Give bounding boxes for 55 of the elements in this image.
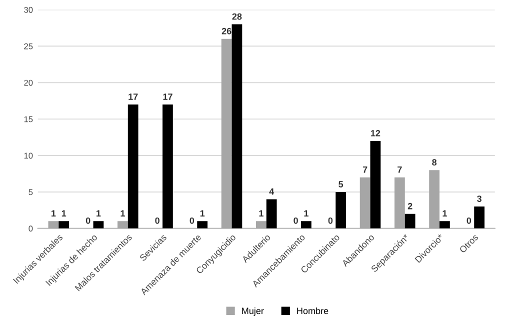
data-label: 0	[328, 217, 333, 224]
bar	[301, 221, 312, 228]
bar	[232, 24, 242, 228]
bar	[266, 199, 277, 228]
y-tick-label: 15	[24, 116, 33, 122]
data-label: 0	[86, 217, 90, 224]
data-label: 1	[52, 210, 56, 216]
data-label: 1	[259, 210, 264, 216]
bar	[221, 38, 232, 228]
bar	[440, 221, 450, 228]
bar	[394, 177, 405, 228]
bar	[128, 104, 138, 228]
y-tick-label: 25	[24, 43, 33, 50]
y-tick-label: 0	[28, 226, 33, 232]
data-label: 26	[222, 28, 232, 34]
data-label: 0	[155, 217, 160, 224]
y-tick-label: 10	[24, 152, 33, 159]
bar	[58, 221, 70, 228]
bar	[118, 221, 128, 228]
data-label: 12	[371, 130, 380, 136]
y-tick-label: 30	[24, 6, 33, 13]
data-label: 17	[163, 94, 172, 100]
data-label: 2	[408, 202, 412, 210]
data-label: 4	[269, 188, 274, 195]
data-label: 1	[62, 210, 66, 216]
bar	[370, 140, 381, 228]
data-label: 1	[96, 210, 101, 216]
bar	[360, 177, 370, 228]
bar	[429, 170, 440, 228]
legend-label: Mujer	[242, 307, 264, 316]
bar	[197, 221, 208, 228]
data-label: 3	[477, 196, 482, 202]
legend-label: Hombre	[297, 307, 328, 314]
bar	[404, 214, 416, 228]
data-label: 7	[398, 166, 402, 173]
data-label: 7	[362, 166, 368, 173]
y-tick-label: 5	[28, 189, 33, 196]
bar	[256, 221, 266, 228]
data-label: 17	[128, 94, 138, 100]
data-label: 1	[304, 210, 308, 216]
data-label: 0	[466, 217, 472, 224]
data-label: 5	[338, 181, 344, 188]
data-label: 0	[190, 217, 194, 224]
bar	[336, 192, 346, 228]
data-label: 1	[442, 210, 447, 216]
bar	[93, 221, 104, 228]
bar	[48, 221, 59, 228]
bar	[162, 104, 173, 228]
data-label: 0	[294, 217, 298, 224]
bar	[474, 206, 485, 228]
data-label: 28	[232, 13, 242, 20]
y-tick-label: 20	[24, 80, 33, 86]
data-label: 1	[120, 210, 125, 216]
data-label: 8	[432, 159, 437, 166]
data-label: 1	[200, 210, 205, 216]
